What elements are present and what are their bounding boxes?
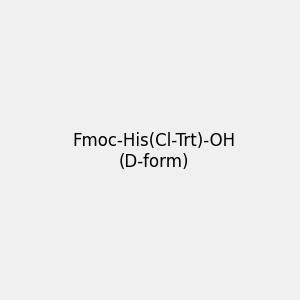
Text: Fmoc-His(Cl-Trt)-OH
(D-form): Fmoc-His(Cl-Trt)-OH (D-form) [72, 132, 235, 171]
